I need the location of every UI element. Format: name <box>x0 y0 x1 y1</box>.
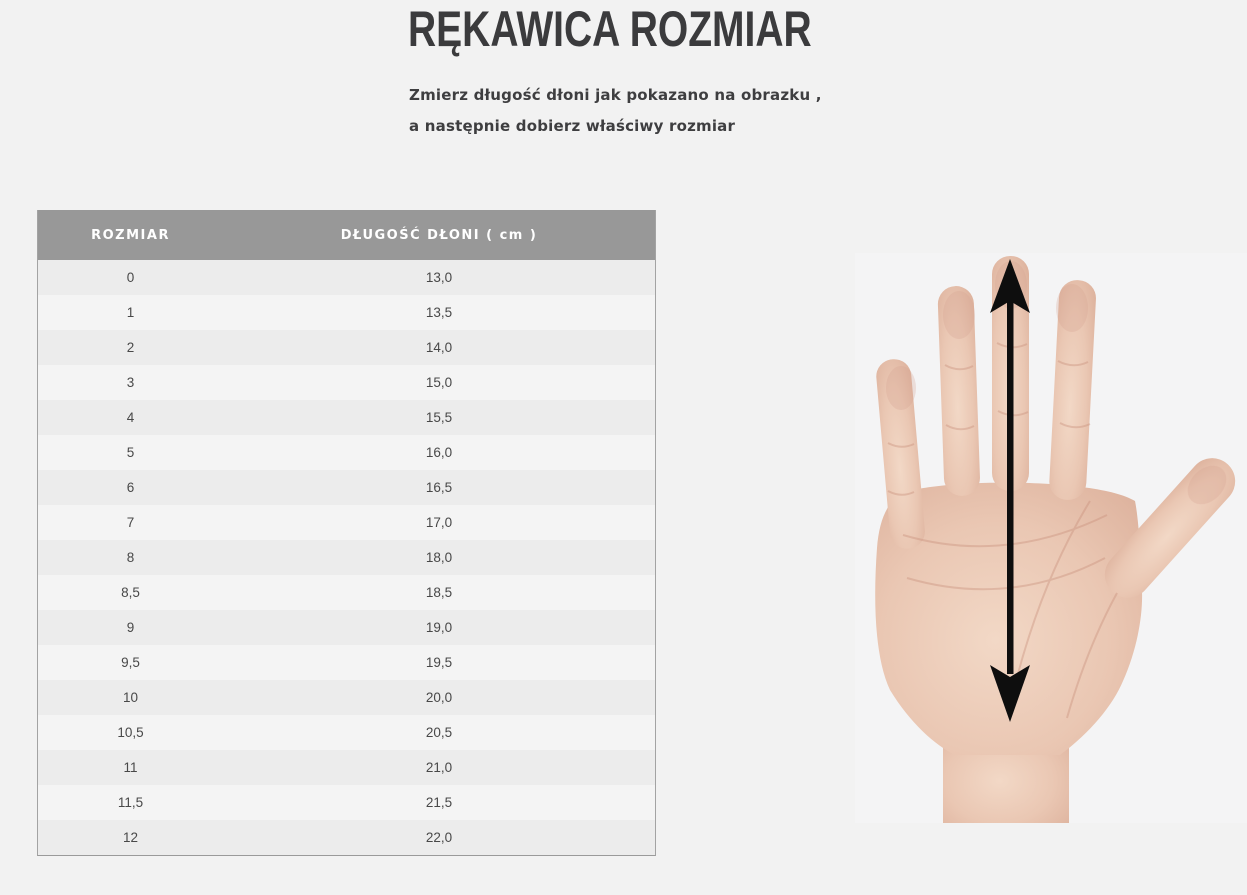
hand-length-cell: 19,0 <box>223 610 655 645</box>
hand-length-cell: 18,5 <box>223 575 655 610</box>
instructions-line-1: Zmierz długość dłoni jak pokazano na obr… <box>409 86 822 104</box>
table-row: 9 19,0 <box>38 610 655 645</box>
size-cell: 11,5 <box>38 785 224 820</box>
size-cell: 9,5 <box>38 645 224 680</box>
measure-instructions: Zmierz długość dłoni jak pokazano na obr… <box>409 80 822 142</box>
size-cell: 8,5 <box>38 575 224 610</box>
hand-length-cell: 13,5 <box>223 295 655 330</box>
hand-measurement-figure <box>855 253 1247 823</box>
column-header-hand-length: DŁUGOŚĆ DŁONI ( cm ) <box>223 210 655 260</box>
size-cell: 12 <box>38 820 224 855</box>
size-cell: 1 <box>38 295 224 330</box>
table-row: 11,5 21,5 <box>38 785 655 820</box>
table-row: 8,5 18,5 <box>38 575 655 610</box>
size-cell: 0 <box>38 260 224 295</box>
size-cell: 7 <box>38 505 224 540</box>
table-row: 2 14,0 <box>38 330 655 365</box>
size-cell: 10,5 <box>38 715 224 750</box>
hand-length-cell: 17,0 <box>223 505 655 540</box>
table-row: 9,5 19,5 <box>38 645 655 680</box>
table-row: 1 13,5 <box>38 295 655 330</box>
size-cell: 10 <box>38 680 224 715</box>
hand-length-cell: 16,0 <box>223 435 655 470</box>
table-row: 7 17,0 <box>38 505 655 540</box>
hand-length-cell: 22,0 <box>223 820 655 855</box>
hand-length-cell: 20,0 <box>223 680 655 715</box>
instructions-line-2: a następnie dobierz właściwy rozmiar <box>409 117 736 135</box>
size-cell: 8 <box>38 540 224 575</box>
table-row: 11 21,0 <box>38 750 655 785</box>
size-cell: 9 <box>38 610 224 645</box>
table-row: 3 15,0 <box>38 365 655 400</box>
size-cell: 6 <box>38 470 224 505</box>
table-row: 4 15,5 <box>38 400 655 435</box>
hand-length-cell: 18,0 <box>223 540 655 575</box>
size-cell: 4 <box>38 400 224 435</box>
table-row: 8 18,0 <box>38 540 655 575</box>
table-row: 5 16,0 <box>38 435 655 470</box>
hand-length-cell: 21,0 <box>223 750 655 785</box>
header-row: ROZMIAR DŁUGOŚĆ DŁONI ( cm ) <box>38 210 655 260</box>
glove-size-table: ROZMIAR DŁUGOŚĆ DŁONI ( cm ) 0 13,0 1 13,5 2… <box>37 210 656 856</box>
size-cell: 11 <box>38 750 224 785</box>
table-row: 12 22,0 <box>38 820 655 855</box>
hand-length-cell: 21,5 <box>223 785 655 820</box>
hand-length-cell: 19,5 <box>223 645 655 680</box>
hand-length-cell: 13,0 <box>223 260 655 295</box>
size-table-header: ROZMIAR DŁUGOŚĆ DŁONI ( cm ) <box>38 210 655 260</box>
hand-length-cell: 16,5 <box>223 470 655 505</box>
hand-length-cell: 15,5 <box>223 400 655 435</box>
table-row: 6 16,5 <box>38 470 655 505</box>
table-row: 10,5 20,5 <box>38 715 655 750</box>
hand-length-cell: 14,0 <box>223 330 655 365</box>
hand-length-cell: 20,5 <box>223 715 655 750</box>
size-cell: 5 <box>38 435 224 470</box>
column-header-size: ROZMIAR <box>38 210 224 260</box>
size-cell: 2 <box>38 330 224 365</box>
table-row: 10 20,0 <box>38 680 655 715</box>
table-row: 0 13,0 <box>38 260 655 295</box>
page-title: RĘKAWICA ROZMIAR <box>408 1 812 57</box>
hand-length-cell: 15,0 <box>223 365 655 400</box>
measurement-arrow-icon <box>990 259 1030 722</box>
size-table-body: 0 13,0 1 13,5 2 14,0 3 15,0 4 15,5 5 16,0 6 16,5 7 17,0… <box>38 260 655 855</box>
hand-photo <box>855 253 1247 823</box>
size-cell: 3 <box>38 365 224 400</box>
